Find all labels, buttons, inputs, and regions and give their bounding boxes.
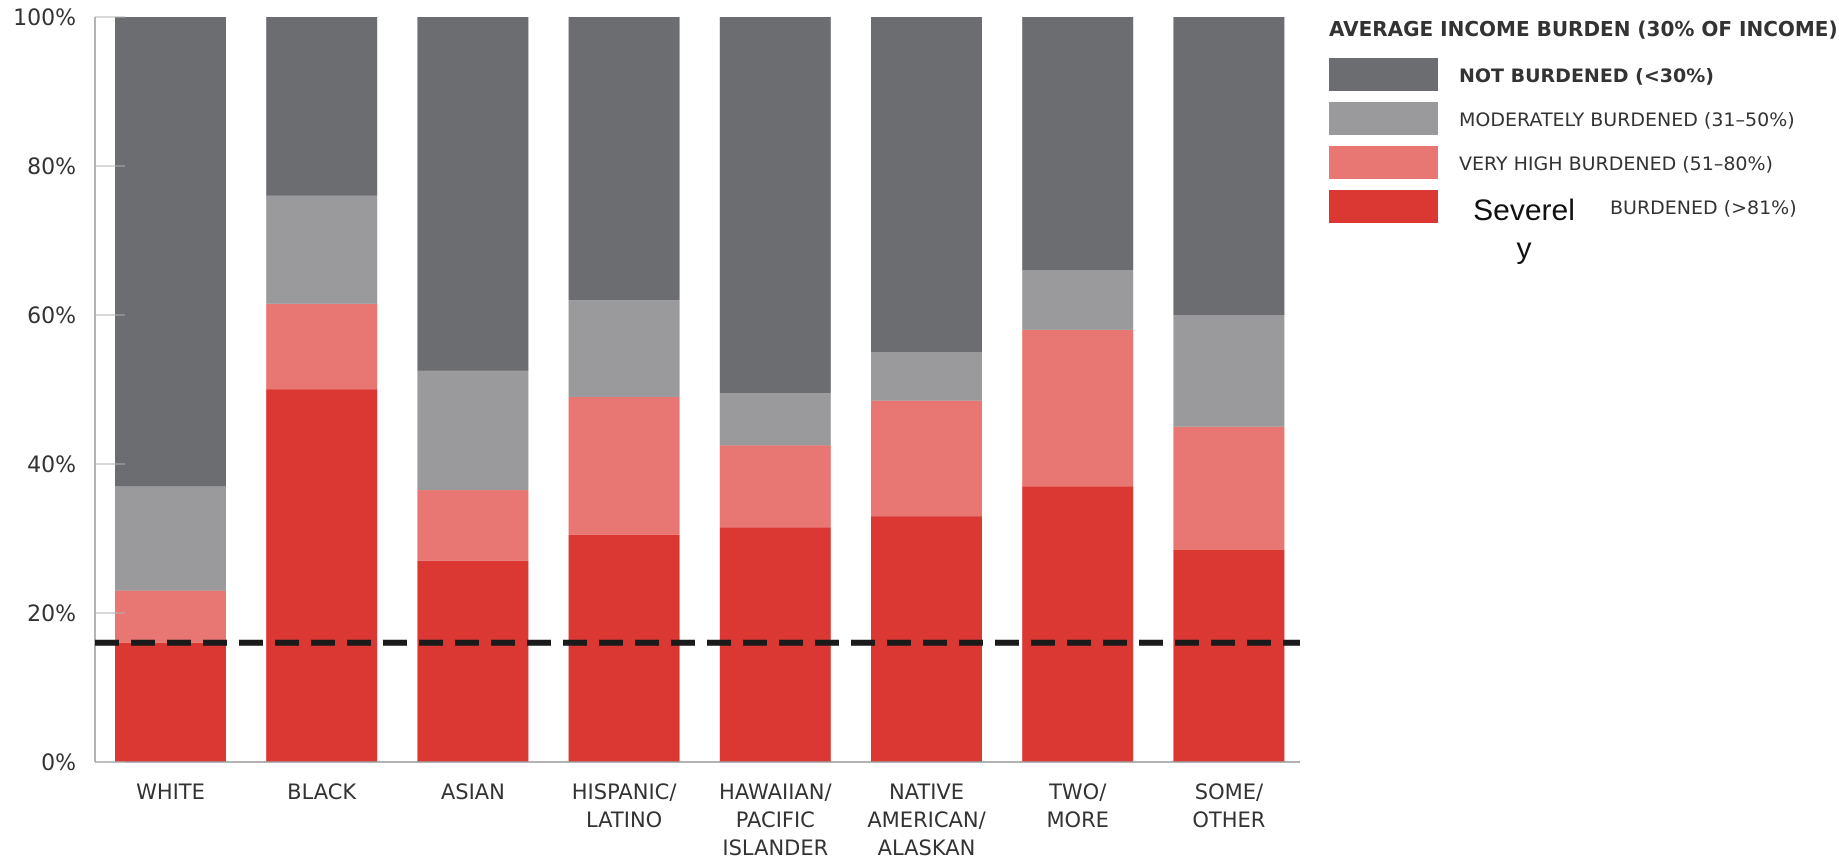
- bar-segment-1-4: [719, 445, 831, 528]
- bar-segment-0-0: [115, 642, 226, 762]
- bar-segment-0-3: [568, 534, 680, 762]
- bar-segment-2-0: [115, 486, 226, 591]
- x-tick-label-line: ALASKAN: [878, 836, 976, 858]
- legend-title: AVERAGE INCOME BURDEN (30% OF INCOME): [1329, 17, 1838, 41]
- bar-segment-0-7: [1173, 549, 1285, 762]
- bar-segment-3-3: [568, 17, 680, 301]
- legend-label-3-part-b: y: [1517, 232, 1532, 265]
- x-tick-label-line: ASIAN: [441, 780, 505, 804]
- x-tick-label-line: OTHER: [1192, 808, 1265, 832]
- y-tick-label-3: 60%: [27, 304, 76, 329]
- bar-segment-1-7: [1173, 426, 1285, 550]
- x-tick-label-1: BLACK: [287, 780, 357, 804]
- bar-segment-2-3: [568, 300, 680, 397]
- x-tick-label-line: PACIFIC: [736, 808, 815, 832]
- bar-segment-3-5: [871, 17, 982, 353]
- bar-segment-3-6: [1022, 17, 1134, 271]
- x-tick-label-line: AMERICAN/: [867, 808, 986, 832]
- legend-swatch-1: [1329, 102, 1438, 135]
- bar-segment-0-4: [719, 527, 831, 762]
- x-tick-label-line: NATIVE: [889, 780, 964, 804]
- bar-segment-1-2: [417, 490, 529, 561]
- bar-segment-3-1: [266, 17, 378, 196]
- legend-label-3-part-c: BURDENED (>81%): [1610, 197, 1797, 219]
- x-tick-label-3: HISPANIC/LATINO: [572, 780, 678, 832]
- legend-swatch-2: [1329, 146, 1438, 179]
- x-tick-label-line: HAWAIIAN/: [719, 780, 832, 804]
- bar-segment-2-4: [719, 393, 831, 446]
- x-tick-label-line: WHITE: [136, 780, 205, 804]
- bar-segment-0-1: [266, 389, 378, 762]
- bar-segment-2-2: [417, 370, 529, 491]
- x-tick-label-5: NATIVE AMERICAN/ALASKAN: [867, 780, 986, 858]
- bar-segment-2-6: [1022, 270, 1134, 330]
- bar-segment-3-0: [115, 17, 226, 487]
- bar-segment-3-4: [719, 17, 831, 394]
- x-tick-label-2: ASIAN: [441, 780, 505, 804]
- y-tick-label-0: 0%: [41, 751, 76, 776]
- x-tick-label-line: ISLANDER: [722, 836, 828, 858]
- axes-layer: WHITE BLACK ASIAN HISPANIC/LATINO HAWAIIAN/P…: [13, 6, 1300, 858]
- legend: AVERAGE INCOME BURDEN (30% OF INCOME) NOT…: [1329, 17, 1838, 265]
- bar-segment-3-7: [1173, 17, 1285, 315]
- bar-segment-0-6: [1022, 486, 1134, 762]
- bar-segment-1-6: [1022, 329, 1134, 487]
- x-tick-label-line: MORE: [1046, 808, 1109, 832]
- x-tick-label-line: LATINO: [586, 808, 662, 832]
- bar-segment-1-0: [115, 590, 226, 643]
- bar-segment-0-2: [417, 560, 529, 762]
- bar-segment-1-5: [871, 400, 982, 517]
- bars-layer: [115, 17, 1285, 762]
- bar-segment-2-7: [1173, 315, 1285, 427]
- bar-segment-2-1: [266, 195, 378, 304]
- x-tick-label-0: WHITE: [136, 780, 205, 804]
- x-tick-label-4: HAWAIIAN/PACIFIC ISLANDER: [719, 780, 832, 858]
- x-tick-label-line: SOME/: [1195, 780, 1264, 804]
- x-tick-label-7: SOME/OTHER: [1192, 780, 1265, 832]
- legend-label-1: MODERATELY BURDENED (31–50%): [1459, 109, 1795, 131]
- legend-label-0: NOT BURDENED (<30%): [1459, 65, 1714, 87]
- bar-segment-1-1: [266, 303, 378, 390]
- x-tick-label-line: TWO/: [1048, 780, 1107, 804]
- legend-label-3-part-a: Severel: [1473, 194, 1575, 227]
- x-tick-label-line: BLACK: [287, 780, 357, 804]
- x-tick-label-line: HISPANIC/: [572, 780, 678, 804]
- bar-segment-3-2: [417, 17, 529, 371]
- legend-swatch-3: [1329, 190, 1438, 223]
- y-tick-label-5: 100%: [13, 6, 76, 31]
- y-tick-label-2: 40%: [27, 453, 76, 478]
- x-tick-label-6: TWO/MORE: [1046, 780, 1109, 832]
- bar-segment-2-5: [871, 352, 982, 401]
- legend-swatch-0: [1329, 58, 1438, 91]
- bar-segment-1-3: [568, 396, 680, 535]
- bar-segment-0-5: [871, 516, 982, 762]
- y-tick-label-4: 80%: [27, 155, 76, 180]
- y-tick-label-1: 20%: [27, 602, 76, 627]
- legend-label-2: VERY HIGH BURDENED (51–80%): [1459, 153, 1773, 175]
